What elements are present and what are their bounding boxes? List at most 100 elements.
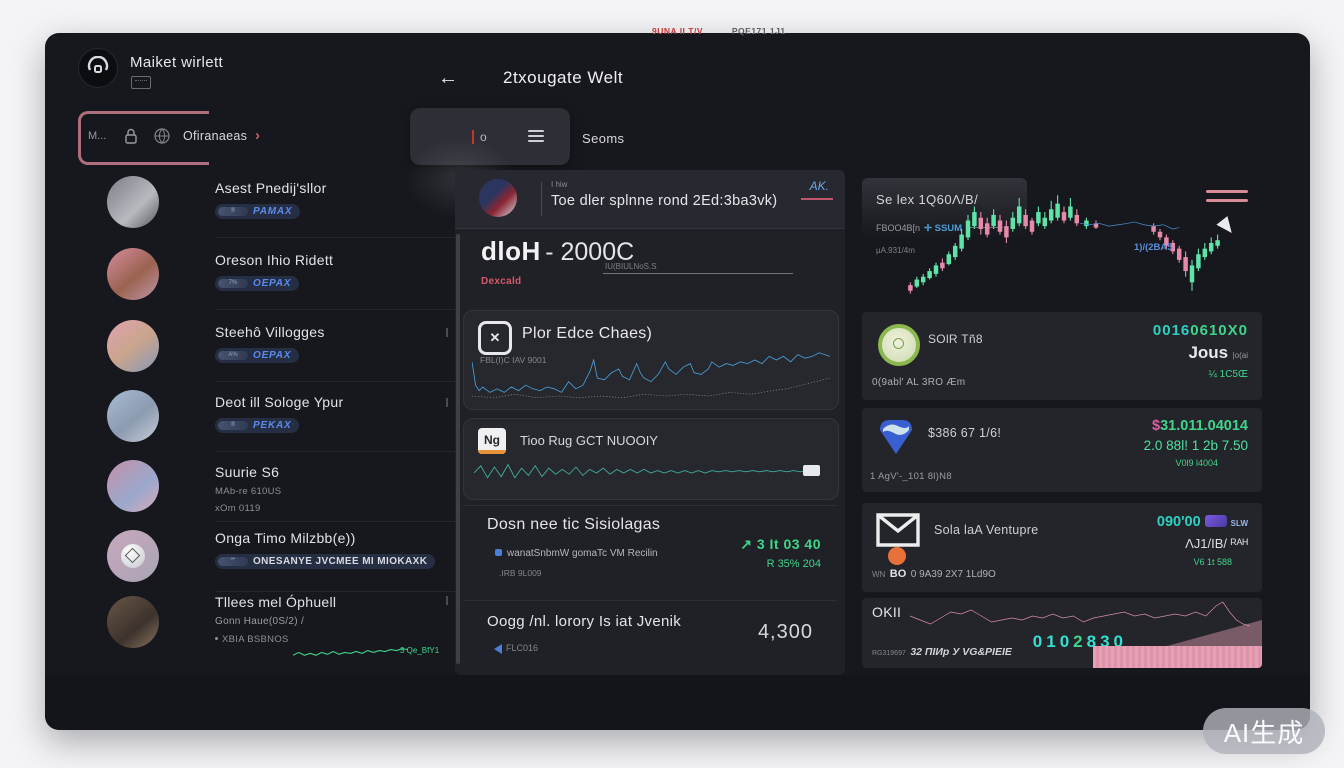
- pink-sparkline: [910, 600, 1250, 632]
- candlestick-chart: [908, 195, 1220, 294]
- sidebar: Asest Pnedij'sllor ® PAMAX Oreson Ihio R…: [78, 170, 458, 710]
- close-box-icon: ✕: [478, 321, 512, 355]
- header-pre-label: I hiw: [551, 180, 568, 189]
- menu-lines-icon[interactable]: [1206, 190, 1248, 208]
- value-pink: $: [1152, 418, 1161, 434]
- asset-label: Sola laA Ventupre: [934, 523, 1039, 537]
- badge-tag: ®: [218, 421, 248, 430]
- divider: [215, 591, 458, 592]
- heading-rule: [603, 273, 793, 274]
- tab-wave[interactable]: M...: [88, 130, 107, 142]
- contact-name: Oreson Ihio Ridett: [215, 252, 334, 268]
- row-sub-text: FLC016: [506, 643, 539, 653]
- sidebar-item[interactable]: Tllees mel Óphuell Gonn Haue(0S/2) / XBI…: [78, 592, 458, 670]
- status-badge: ® PAMAX: [215, 204, 301, 219]
- lock-icon[interactable]: [123, 127, 139, 150]
- asset-note: 0(9abl' AL 3RO Æm: [872, 377, 966, 388]
- globe-icon[interactable]: [153, 127, 171, 150]
- asset-label: SOlR Tñ8: [928, 332, 983, 346]
- mini-badge: [803, 465, 820, 476]
- card-title: Tioo Rug GCT NUOOIY: [520, 433, 658, 448]
- price-chart-card[interactable]: ✕ Plor Edce Chaes) FBL(I)C IAV 9001: [463, 310, 839, 410]
- value-green-2: 2.0 88l! 1 2b 7.50: [1143, 438, 1248, 453]
- sidebar-item[interactable]: Asest Pnedij'sllor ® PAMAX: [78, 172, 458, 238]
- status-badge: 7% OEPAX: [215, 276, 300, 291]
- asset-row[interactable]: $386 67 1/6! 1 AgV'-_101 8l)N8 $31.011.0…: [862, 408, 1262, 492]
- value-small: |o(ai: [1232, 351, 1248, 360]
- big-heading: dloH - 2000C: [481, 236, 634, 267]
- keyboard-badge-icon: [131, 76, 151, 89]
- asset-note: 1 AgV'-_101 8l)N8: [870, 471, 952, 482]
- watermark: AI生成: [1203, 708, 1325, 754]
- sidebar-item[interactable]: Suurie S6 MAb-re 610US xOm 0119: [78, 456, 458, 522]
- ng-icon: Ng: [478, 428, 506, 454]
- note-bold: BO: [889, 568, 907, 580]
- asset-row[interactable]: SOlR Tñ8 0(9abl' AL 3RO Æm 00160610X0 Jo…: [862, 312, 1262, 400]
- value-teal: 0016: [1152, 322, 1191, 339]
- contact-name: Asest Pnedij'sllor: [215, 180, 327, 196]
- heading-number: - 2000C: [545, 238, 635, 266]
- logo-icon: [78, 48, 118, 88]
- more-handle[interactable]: [446, 596, 448, 605]
- sidebar-item[interactable]: Deot ill Sologe Ypur ® PEKAX: [78, 386, 458, 452]
- back-button[interactable]: ←: [438, 67, 458, 89]
- page-title: 2txougate Welt: [503, 68, 624, 87]
- chart-note: µA.931/4m: [876, 246, 915, 255]
- divider: [541, 182, 542, 216]
- badge-label: PEKAX: [253, 420, 292, 431]
- sparkline-label: 3 Qe_BfY1: [400, 646, 440, 655]
- digits-left: 010: [1032, 632, 1074, 651]
- tab-more[interactable]: Ofiranaeas: [183, 129, 248, 143]
- header-corner-label[interactable]: AK.: [809, 179, 829, 193]
- badge-tag: A%: [218, 351, 248, 360]
- volume-icon: [489, 644, 502, 654]
- row-value: 4,300: [757, 621, 813, 643]
- value-green-small: ¼ 1C5Œ: [1208, 369, 1248, 380]
- status-badge: ® PEKAX: [215, 418, 300, 433]
- status-badge: ℠ ONESANYE JVCMEE MI MIOKAXK: [215, 554, 436, 569]
- search-input[interactable]: o: [480, 130, 487, 144]
- shield-icon: [876, 416, 916, 461]
- row-sub-text: wanatSnbmW gomaTc VM Recilin: [507, 548, 658, 559]
- active-tab-outline: [78, 111, 209, 165]
- coin-icon: [878, 324, 920, 366]
- badge-label: OEPAX: [253, 278, 292, 289]
- blue-dot-icon: [495, 549, 502, 556]
- contact-sub: MAb-re 610US: [215, 486, 282, 497]
- contact-sub: Gonn Haue(0S/2) /: [215, 616, 305, 627]
- list-icon[interactable]: [528, 130, 544, 145]
- value-main: ΛJ1/IB/ ᴿᴬᴴ: [1185, 536, 1248, 551]
- search-panel[interactable]: o: [410, 108, 570, 165]
- asset-row[interactable]: OKII RG319697 32 ПIИp У VG&PIEIE 0102830: [862, 598, 1262, 668]
- asset-row[interactable]: Sola laA Ventupre WN BO 0 9A39 2X7 1Ld9O…: [862, 503, 1262, 592]
- badge-tag: ®: [218, 207, 248, 216]
- pink-bar: [1093, 646, 1262, 668]
- scrollbar[interactable]: [456, 234, 460, 664]
- more-handle[interactable]: [446, 398, 448, 407]
- badge-label: OEPAX: [253, 350, 292, 361]
- avatar: [107, 530, 159, 582]
- badge-label: PAMAX: [253, 206, 293, 217]
- list-row[interactable]: Dosn nee tic Sisiolagas wanatSnbmW gomaT…: [463, 505, 837, 596]
- divider: [215, 237, 458, 238]
- asset-note: WN BO 0 9A39 2X7 1Ld9O: [872, 564, 996, 582]
- sidebar-item[interactable]: Onga Timo Milzbb(e)) ℠ ONESANYE JVCMEE M…: [78, 526, 458, 592]
- digits-mid: 2: [1073, 632, 1087, 651]
- value-green-small: V6 1t 588: [1193, 557, 1232, 567]
- avatar: [107, 390, 159, 442]
- more-handle[interactable]: [446, 328, 448, 337]
- chevron-right-icon[interactable]: ›: [255, 127, 260, 144]
- squiggle-chart: [474, 461, 814, 485]
- avatar: [107, 248, 159, 300]
- line-chart: [472, 351, 830, 405]
- contact-sub: xOm 0119: [215, 503, 261, 514]
- sidebar-item[interactable]: Steehô Villogges A% OEPAX: [78, 316, 458, 382]
- row-title: Oogg /nl. lorory Is iat Jvenik: [487, 613, 682, 630]
- value-green: 31.011.04014: [1160, 418, 1248, 434]
- signature-card[interactable]: Ng Tioo Rug GCT NUOOIY: [463, 418, 839, 500]
- row-value-green: ↗ 3 It 03 40: [740, 536, 821, 552]
- top-note-grey: PQE171 1J1: [731, 26, 786, 36]
- sidebar-item[interactable]: Oreson Ihio Ridett 7% OEPAX: [78, 244, 458, 310]
- list-row[interactable]: Oogg /nl. lorory Is iat Jvenik FLC016 4,…: [463, 600, 837, 669]
- asset-note: RG319697 32 ПIИp У VG&PIEIE: [872, 642, 1012, 660]
